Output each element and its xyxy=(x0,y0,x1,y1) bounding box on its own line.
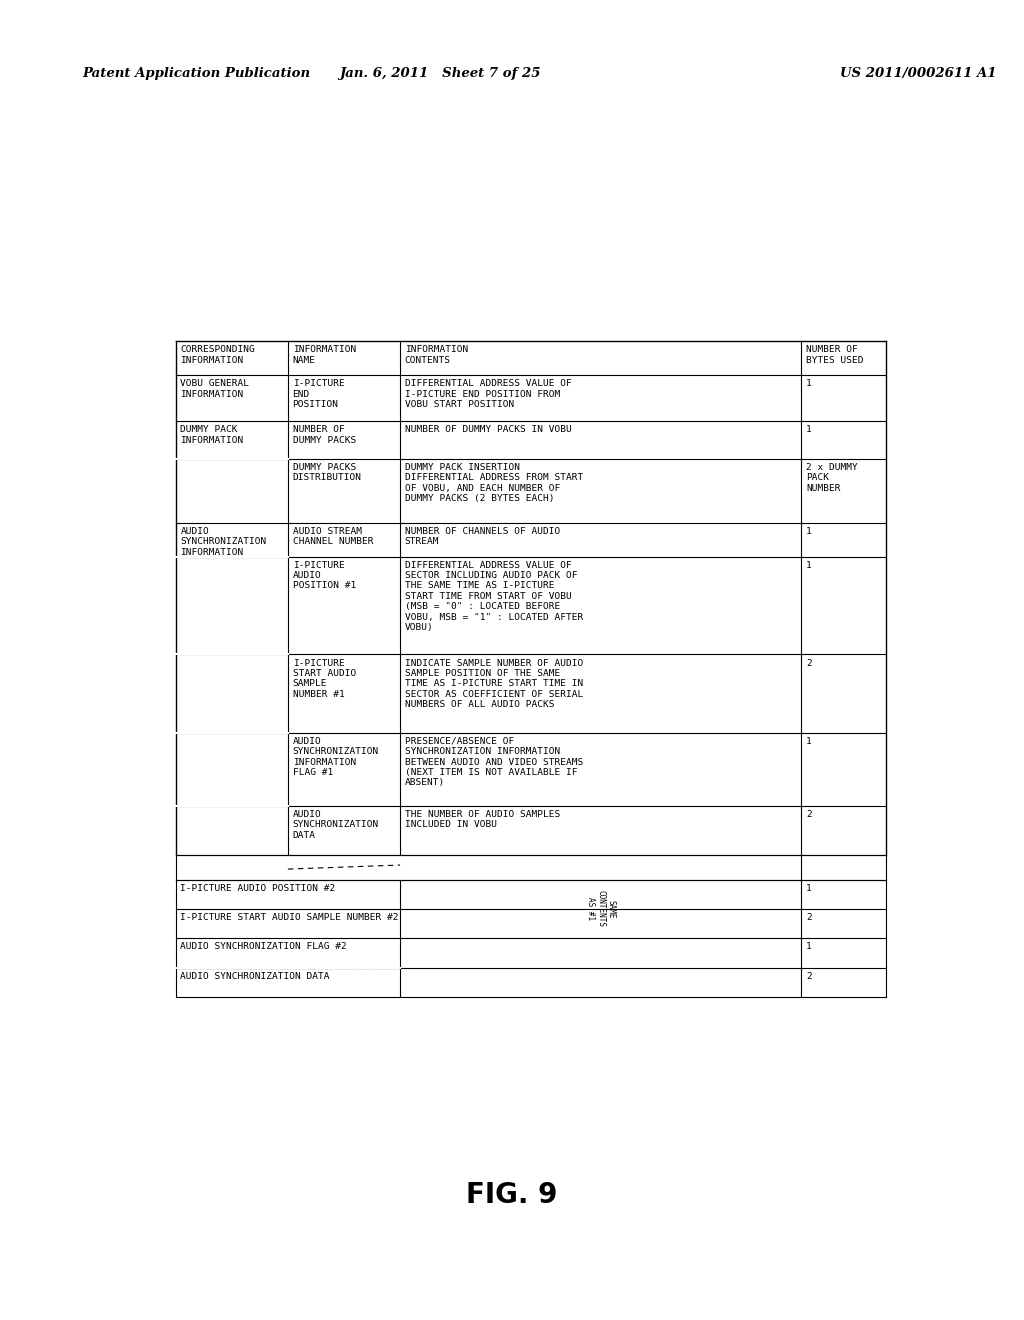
Text: 2: 2 xyxy=(806,659,812,668)
Text: 1: 1 xyxy=(806,737,812,746)
Text: NUMBER OF CHANNELS OF AUDIO
STREAM: NUMBER OF CHANNELS OF AUDIO STREAM xyxy=(404,527,560,546)
Text: 1: 1 xyxy=(806,527,812,536)
Text: DUMMY PACKS
DISTRIBUTION: DUMMY PACKS DISTRIBUTION xyxy=(293,463,361,482)
Text: 2: 2 xyxy=(806,972,812,981)
Text: I-PICTURE AUDIO POSITION #2: I-PICTURE AUDIO POSITION #2 xyxy=(180,883,336,892)
Text: INFORMATION
NAME: INFORMATION NAME xyxy=(293,346,356,364)
Text: FIG. 9: FIG. 9 xyxy=(466,1180,558,1209)
Text: NUMBER OF DUMMY PACKS IN VOBU: NUMBER OF DUMMY PACKS IN VOBU xyxy=(404,425,571,434)
Text: NUMBER OF
DUMMY PACKS: NUMBER OF DUMMY PACKS xyxy=(293,425,356,445)
Text: I-PICTURE
START AUDIO
SAMPLE
NUMBER #1: I-PICTURE START AUDIO SAMPLE NUMBER #1 xyxy=(293,659,356,698)
Text: Patent Application Publication: Patent Application Publication xyxy=(82,67,310,81)
Text: DIFFERENTIAL ADDRESS VALUE OF
SECTOR INCLUDING AUDIO PACK OF
THE SAME TIME AS I-: DIFFERENTIAL ADDRESS VALUE OF SECTOR INC… xyxy=(404,561,583,632)
Text: INFORMATION
CONTENTS: INFORMATION CONTENTS xyxy=(404,346,468,364)
Text: 2 x DUMMY
PACK
NUMBER: 2 x DUMMY PACK NUMBER xyxy=(806,463,858,492)
Text: 1: 1 xyxy=(806,942,812,952)
Text: AUDIO SYNCHRONIZATION FLAG #2: AUDIO SYNCHRONIZATION FLAG #2 xyxy=(180,942,347,952)
Text: AUDIO
SYNCHRONIZATION
INFORMATION: AUDIO SYNCHRONIZATION INFORMATION xyxy=(180,527,266,557)
Text: DUMMY PACK
INFORMATION: DUMMY PACK INFORMATION xyxy=(180,425,244,445)
Text: VOBU GENERAL
INFORMATION: VOBU GENERAL INFORMATION xyxy=(180,379,250,399)
Text: SAME
CONTENTS
AS #1: SAME CONTENTS AS #1 xyxy=(586,891,615,928)
Text: 2: 2 xyxy=(806,809,812,818)
Text: 1: 1 xyxy=(806,425,812,434)
Text: PRESENCE/ABSENCE OF
SYNCHRONIZATION INFORMATION
BETWEEN AUDIO AND VIDEO STREAMS
: PRESENCE/ABSENCE OF SYNCHRONIZATION INFO… xyxy=(404,737,583,788)
Text: 1: 1 xyxy=(806,883,812,892)
Text: INDICATE SAMPLE NUMBER OF AUDIO
SAMPLE POSITION OF THE SAME
TIME AS I-PICTURE ST: INDICATE SAMPLE NUMBER OF AUDIO SAMPLE P… xyxy=(404,659,583,709)
Text: DIFFERENTIAL ADDRESS VALUE OF
I-PICTURE END POSITION FROM
VOBU START POSITION: DIFFERENTIAL ADDRESS VALUE OF I-PICTURE … xyxy=(404,379,571,409)
Text: 1: 1 xyxy=(806,561,812,570)
Text: NUMBER OF
BYTES USED: NUMBER OF BYTES USED xyxy=(806,346,863,364)
Text: CORRESPONDING
INFORMATION: CORRESPONDING INFORMATION xyxy=(180,346,255,364)
Text: I-PICTURE START AUDIO SAMPLE NUMBER #2: I-PICTURE START AUDIO SAMPLE NUMBER #2 xyxy=(180,913,399,921)
Text: AUDIO
SYNCHRONIZATION
INFORMATION
FLAG #1: AUDIO SYNCHRONIZATION INFORMATION FLAG #… xyxy=(293,737,379,777)
Text: AUDIO
SYNCHRONIZATION
DATA: AUDIO SYNCHRONIZATION DATA xyxy=(293,809,379,840)
Text: US 2011/0002611 A1: US 2011/0002611 A1 xyxy=(840,67,996,81)
Text: I-PICTURE
END
POSITION: I-PICTURE END POSITION xyxy=(293,379,344,409)
Text: AUDIO SYNCHRONIZATION DATA: AUDIO SYNCHRONIZATION DATA xyxy=(180,972,330,981)
Text: DUMMY PACK INSERTION
DIFFERENTIAL ADDRESS FROM START
OF VOBU, AND EACH NUMBER OF: DUMMY PACK INSERTION DIFFERENTIAL ADDRES… xyxy=(404,463,583,503)
Text: I-PICTURE
AUDIO
POSITION #1: I-PICTURE AUDIO POSITION #1 xyxy=(293,561,356,590)
Text: THE NUMBER OF AUDIO SAMPLES
INCLUDED IN VOBU: THE NUMBER OF AUDIO SAMPLES INCLUDED IN … xyxy=(404,809,560,829)
Text: Jan. 6, 2011   Sheet 7 of 25: Jan. 6, 2011 Sheet 7 of 25 xyxy=(340,67,541,81)
Text: AUDIO STREAM
CHANNEL NUMBER: AUDIO STREAM CHANNEL NUMBER xyxy=(293,527,373,546)
Text: 1: 1 xyxy=(806,379,812,388)
Text: 2: 2 xyxy=(806,913,812,921)
